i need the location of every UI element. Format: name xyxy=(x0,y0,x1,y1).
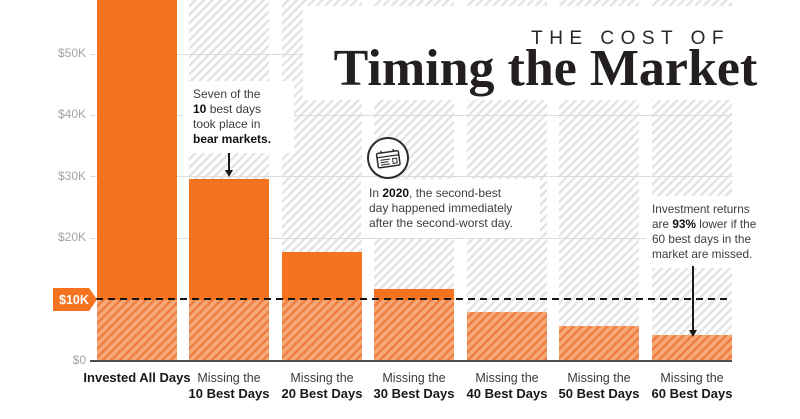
gridline xyxy=(90,176,732,178)
y-tick-zero: $0 xyxy=(72,353,86,367)
y-tick-label: $40K xyxy=(57,107,86,122)
y-tick-label: $20K xyxy=(57,230,86,245)
bar-solid-segment xyxy=(189,178,269,300)
bar-hatched-segment xyxy=(189,299,269,361)
x-tick-label: Missing the 50 Best Days xyxy=(558,371,640,401)
x-tick-label: Invested All Days xyxy=(83,370,191,385)
x-tick-label: Missing the 10 Best Days xyxy=(188,371,270,401)
x-tick-label: Missing the 20 Best Days xyxy=(281,371,363,401)
annotation-bear-markets: Seven of the 10 best days took place in bea… xyxy=(183,81,294,153)
bar xyxy=(467,311,547,361)
bar xyxy=(189,178,269,361)
annotation-2020-note: In 2020, the second-best day happened imm… xyxy=(361,179,540,238)
bar-hatched-segment xyxy=(652,335,732,361)
bar xyxy=(97,0,177,361)
bar xyxy=(652,335,732,361)
bar-hatched-segment xyxy=(282,299,362,361)
title-kicker: THE COST OF xyxy=(531,28,730,49)
bar-solid-segment xyxy=(97,0,177,300)
annotation-returns-note: Investment returns are 93% lower if the 60… xyxy=(646,196,770,268)
annotation-bear-arrow-line xyxy=(228,153,230,171)
calendar-icon xyxy=(367,137,409,179)
bar-hatched-segment xyxy=(467,311,547,361)
annotation-returns-arrow-head xyxy=(689,330,697,337)
bar xyxy=(559,326,639,361)
bar-hatched-segment xyxy=(97,299,177,361)
page-title: Timing the Market xyxy=(333,40,758,97)
gridline xyxy=(90,237,732,239)
bar-hatched-segment xyxy=(374,299,454,361)
title-box: THE COST OF Timing the Market xyxy=(303,6,800,100)
x-tick-label: Missing the 30 Best Days xyxy=(373,371,455,401)
x-tick-label: Missing the 60 Best Days xyxy=(651,371,733,401)
y-tick-label: $30K xyxy=(57,168,86,183)
bar-solid-segment xyxy=(374,289,454,300)
x-tick-label: Missing the 40 Best Days xyxy=(466,371,548,401)
bar-hatched-segment xyxy=(559,326,639,361)
ten-k-badge: $10K xyxy=(53,288,97,311)
x-axis-line xyxy=(90,360,732,362)
initial-investment-dashed-line xyxy=(96,298,732,300)
bar-solid-segment xyxy=(282,251,362,300)
annotation-bear-arrow-head xyxy=(225,170,233,177)
y-tick-label: $50K xyxy=(57,46,86,60)
bar xyxy=(374,289,454,361)
bar xyxy=(282,251,362,361)
gridline xyxy=(90,114,732,116)
